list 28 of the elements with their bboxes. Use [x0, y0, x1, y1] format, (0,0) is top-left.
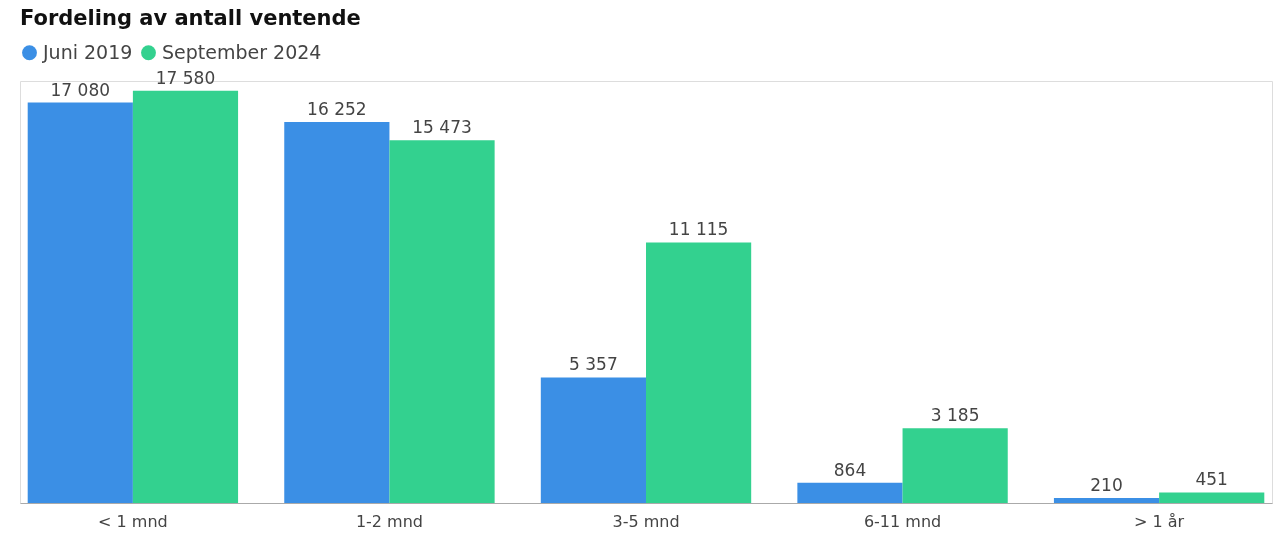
data-label: 864	[833, 459, 867, 480]
bar	[27, 102, 133, 503]
data-label: 16 252	[307, 98, 367, 119]
bar	[1159, 492, 1265, 503]
x-tick-label: < 1 mnd	[98, 511, 168, 531]
data-label: 451	[1195, 469, 1228, 490]
bar	[540, 377, 646, 503]
data-label: 15 473	[412, 117, 472, 138]
data-label: 3 185	[930, 405, 980, 426]
bar	[389, 140, 495, 503]
x-tick-label: 1-2 mnd	[355, 511, 423, 531]
x-tick-label: 3-5 mnd	[612, 511, 680, 531]
bar	[646, 242, 752, 503]
bar	[132, 90, 239, 503]
data-label: 17 080	[50, 79, 111, 100]
bar	[1053, 498, 1160, 503]
chart-title: Fordeling av antall ventende	[20, 6, 361, 30]
data-label: 5 357	[569, 354, 618, 375]
bar	[797, 482, 903, 503]
data-label: 11 115	[668, 219, 729, 240]
legend-label: September 2024	[162, 40, 322, 63]
data-label: 210	[1090, 475, 1123, 496]
x-tick-label: > 1 år	[1134, 511, 1185, 531]
data-label: 17 580	[155, 67, 216, 88]
bar	[902, 428, 1008, 503]
legend-label: Juni 2019	[42, 40, 133, 63]
x-tick-label: 6-11 mnd	[863, 511, 942, 531]
bar	[284, 121, 390, 503]
